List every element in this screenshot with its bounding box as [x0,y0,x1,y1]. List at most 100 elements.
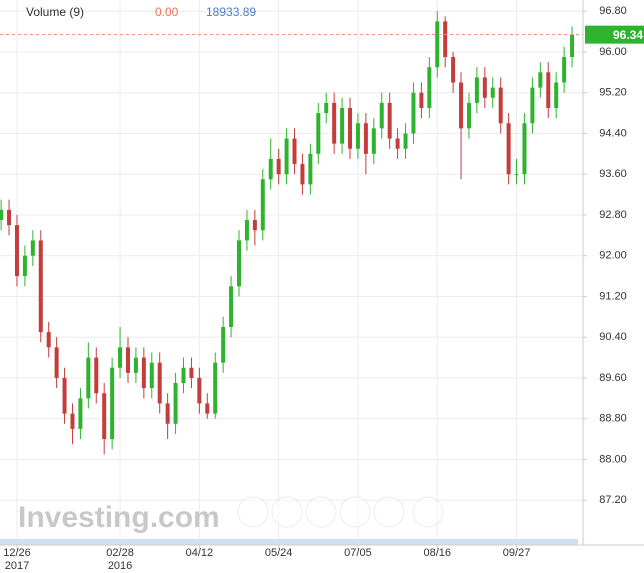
y-tick-label: 89.60 [599,372,627,384]
x-tick-label: 04/12 [186,547,214,559]
candle-body [213,362,218,414]
nav-button[interactable] [271,496,303,528]
candle-body [355,123,360,149]
candle-body [229,286,234,327]
navigator-bar[interactable] [0,539,578,545]
candle-body [141,357,146,389]
y-tick-label: 91.20 [599,290,627,302]
candle-body [514,174,519,176]
candle-body [110,367,115,440]
candle-body [133,357,138,373]
watermark: Investing.com [18,501,220,534]
indicator-value: 18933.89 [206,5,256,19]
candle-body [482,77,487,98]
x-tick-label: 05/24 [265,547,293,559]
candle-body [70,413,75,429]
y-tick-label: 96.00 [599,46,627,58]
indicator-name: Volume (9) [26,5,84,19]
y-tick-label: 88.00 [599,453,627,465]
candle-body [427,67,432,108]
nav-button[interactable] [237,496,269,528]
candle-body [252,220,257,231]
y-tick-label: 90.40 [599,331,627,343]
axes: 96.80 96.00 95.20 94.40 93.60 92.80 92.00 91.20… [3,5,644,572]
candle-body [94,357,99,394]
y-tick-label: 93.60 [599,168,627,180]
candle-body [451,57,456,83]
candle-body [316,113,321,154]
candle-body [173,383,178,424]
candle-body [237,240,242,287]
candle-body [7,209,12,226]
candle-body [395,138,400,149]
candle-body [562,57,567,83]
candle-body [125,347,130,373]
candle-body [205,403,210,414]
grid [0,0,583,545]
candle-body [189,367,194,378]
y-tick-label: 92.00 [599,250,627,262]
candle-body [181,367,186,384]
candle-body [466,102,471,129]
candle-body [165,403,170,424]
candle-body [30,240,35,256]
y-tick-label: 92.80 [599,209,627,221]
candle-body [308,153,313,185]
candle-body [538,72,543,88]
candle-body [118,347,123,368]
candle-body [474,77,479,103]
candle-body [340,107,345,144]
candle-body [363,123,368,154]
candle-body [522,123,527,175]
candle-body [490,87,495,98]
candle-body [260,179,265,231]
candle-body [498,87,503,124]
candle-body [443,21,448,58]
candle-body [46,332,51,348]
candle-body [546,72,551,108]
candle-body [157,362,162,404]
candle-body [0,209,4,221]
candle-body [459,82,464,129]
y-tick-label: 96.80 [599,5,627,17]
candle-body [149,362,154,389]
x-tick-label: 07/05 [344,547,372,559]
x-tick-label: 09/27 [503,547,531,559]
navigation-buttons[interactable] [237,496,444,528]
x-tick-label: 12/26 [3,547,31,559]
candle-body [244,220,249,241]
nav-button[interactable] [305,496,337,528]
candle-body [102,393,107,440]
indicator-value: 0.00 [155,5,179,19]
nav-button[interactable] [412,496,444,528]
last-price-box [585,25,644,44]
y-tick-label: 94.40 [599,127,627,139]
candle-body [300,164,305,185]
candle-body [348,107,353,149]
candle-body [86,357,91,399]
candle-body [78,398,83,429]
candle-body [530,87,535,124]
y-tick-label: 87.20 [599,494,627,506]
candle-body [435,21,440,68]
candle-body [371,128,376,154]
candle-body [22,255,27,277]
candle-body [332,102,337,144]
candle-body [379,102,384,129]
x-tick-label: 02/28 [106,547,134,559]
candle-body [268,158,273,180]
candle-body [570,34,575,58]
x-tick-label: 08/16 [423,547,451,559]
nav-button[interactable] [373,496,405,528]
y-tick-label: 88.80 [599,413,627,425]
candle-body [554,82,559,108]
x-tick-year: 2017 [5,560,29,572]
nav-button[interactable] [339,496,371,528]
candle-body [14,225,19,277]
candle-body [292,138,297,165]
candle-body [506,123,511,175]
candles [0,11,583,455]
candle-body [411,92,416,134]
